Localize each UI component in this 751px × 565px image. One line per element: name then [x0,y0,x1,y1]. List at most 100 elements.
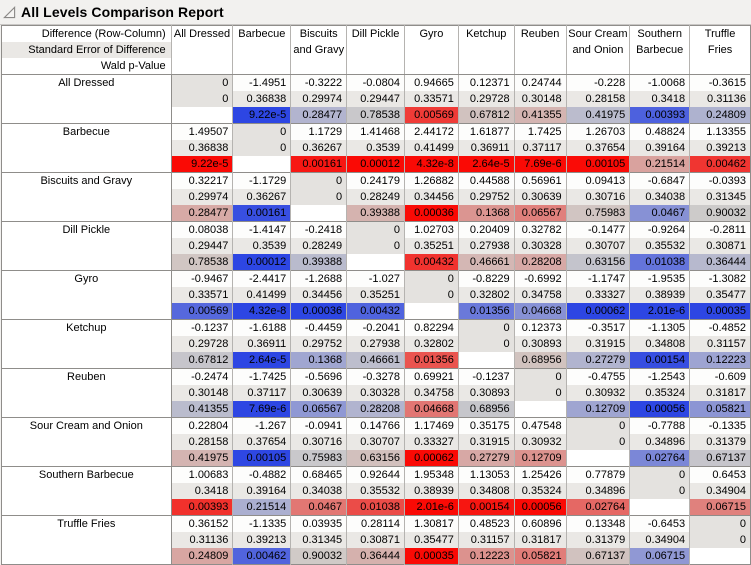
se-cell: 0.30707 [565,238,630,254]
diff-cell: -0.228 [565,74,630,91]
se-cell: 0.37117 [232,385,291,401]
row-label-gyro: Gyro [1,270,172,320]
se-cell: 0.30716 [290,434,347,450]
pvalue-cell: 0.06715 [689,499,751,516]
pvalue-cell: 0.00036 [290,303,347,320]
diff-cell: -0.4459 [290,319,347,336]
diff-cell: 0 [170,74,233,91]
diff-cell: 2.44172 [403,123,459,140]
p-row: 0.00393 0.21514 0.0467 0.01038 2.01e-6 0.0015… [2,499,751,516]
se-cell: 0.30639 [290,385,347,401]
pvalue-cell [232,156,291,173]
se-cell: 0.35477 [403,532,459,548]
se-cell: 0.31345 [689,189,751,205]
diff-cell: 0.22804 [170,417,233,434]
diff-cell: -0.1477 [565,221,630,238]
se-cell: 0.30639 [513,189,567,205]
se-cell: 0 [232,140,291,156]
column-header-gyro: Gyro [403,25,459,75]
pvalue-cell: 0.06715 [629,548,690,565]
pvalue-cell: 7.69e-6 [513,156,567,173]
diff-cell: -0.6847 [629,172,690,189]
se-cell: 0.33327 [403,434,459,450]
disclosure-triangle-icon[interactable] [3,5,16,19]
pvalue-cell: 0.00161 [232,205,291,222]
pvalue-cell: 0.04668 [403,401,459,418]
se-cell: 0.35324 [629,385,690,401]
diff-cell: 1.1729 [290,123,347,140]
diff-cell: 0 [689,515,751,532]
band-dill-pickle: Dill Pickle 0.08038 -1.4147 -0.2418 0 1.02703… [1,221,751,271]
pvalue-cell: 2.01e-6 [403,499,459,516]
se-cell: 0.30716 [565,189,630,205]
se-cell: 0.27938 [457,238,515,254]
se-cell: 0.39164 [232,483,291,499]
se-cell: 0.33571 [170,287,233,303]
pvalue-cell: 0.0467 [629,205,690,222]
pvalue-cell: 0.06567 [290,401,347,418]
diff-cell: -0.4882 [232,466,291,483]
pvalue-cell: 0.0467 [290,499,347,516]
diff-row: Southern Barbecue 1.00683 -0.4882 0.68465 0.… [1,466,751,516]
pvalue-cell: 0.00105 [565,156,630,173]
corner-header-cell: Difference (Row-Column) Standard Error o… [1,25,172,75]
pvalue-cell: 0.01038 [346,499,405,516]
pvalue-cell: 0.68956 [457,401,515,418]
se-cell: 0.31345 [290,532,347,548]
band-truffle-fries: Truffle Fries 0.36152 -1.1335 0.03935 0.2811… [1,515,751,565]
pvalue-cell [346,254,405,271]
se-cell: 0.39213 [232,532,291,548]
se-cell: 0.29447 [346,91,405,107]
pvalue-cell: 0.39388 [290,254,347,271]
diff-cell: 1.02703 [403,221,459,238]
diff-row: Biscuits and Gravy 0.32217 -1.1729 0 0.24179… [1,172,751,222]
diff-cell: 1.7425 [513,123,567,140]
se-cell: 0.29752 [457,189,515,205]
se-cell: 0.36267 [232,189,291,205]
se-cell: 0.30148 [170,385,233,401]
se-row: 0.3418 0.39164 0.34038 0.35532 0.38939 0.3480… [2,483,751,499]
diff-cell: -0.2041 [346,319,405,336]
se-cell: 0.29447 [170,238,233,254]
se-cell: 0 [565,434,630,450]
pvalue-cell: 0.41355 [170,401,233,418]
header-row: Difference (Row-Column) Standard Error o… [1,25,751,75]
pvalue-cell: 0.63156 [346,450,405,467]
diff-cell: 0 [629,466,690,483]
pvalue-cell: 0.78538 [346,107,405,124]
diff-cell: 0 [403,270,459,287]
pvalue-cell: 0.27279 [565,352,630,369]
diff-cell: 1.26703 [565,123,630,140]
diff-cell: 0.12371 [457,74,515,91]
pvalue-cell: 0.05821 [689,401,751,418]
se-cell: 0.39164 [629,140,690,156]
pvalue-cell: 0.90032 [290,548,347,565]
se-cell: 0.34808 [629,336,690,352]
se-cell: 0 [170,91,233,107]
se-row: 0.29728 0.36911 0.29752 0.27938 0.32802 0 0.30… [2,336,751,352]
diff-cell: -0.1237 [170,319,233,336]
diff-cell: -0.609 [689,368,751,385]
pvalue-cell: 2.64e-5 [232,352,291,369]
se-cell: 0.34038 [629,189,690,205]
pvalue-cell: 0.00462 [689,156,751,173]
column-header-label: Truffle Fries [704,28,736,56]
se-cell: 0.28158 [565,91,630,107]
se-cell: 0.34904 [629,532,690,548]
pvalue-cell: 0.28208 [346,401,405,418]
diff-cell: 1.61877 [457,123,515,140]
se-cell: 0.31817 [513,532,567,548]
se-row: 0.29447 0.3539 0.28249 0 0.35251 0.27938 0.303… [2,238,751,254]
report-title-bar: All Levels Comparison Report [0,0,751,25]
pvalue-cell: 0.00393 [170,499,233,516]
diff-cell: -0.7788 [629,417,690,434]
diff-cell: -0.9467 [170,270,233,287]
pvalue-cell: 0.12223 [689,352,751,369]
diff-cell: 0.12373 [513,319,567,336]
p-row: 0.41355 7.69e-6 0.06567 0.28208 0.04668 0.689… [2,401,751,418]
se-cell: 0.33327 [565,287,630,303]
column-header-label: Dill Pickle [351,28,400,40]
se-row: 0.30148 0.37117 0.30639 0.30328 0.34758 0.308… [2,385,751,401]
pvalue-cell [170,107,233,124]
row-label-dill-pickle: Dill Pickle [1,221,172,271]
